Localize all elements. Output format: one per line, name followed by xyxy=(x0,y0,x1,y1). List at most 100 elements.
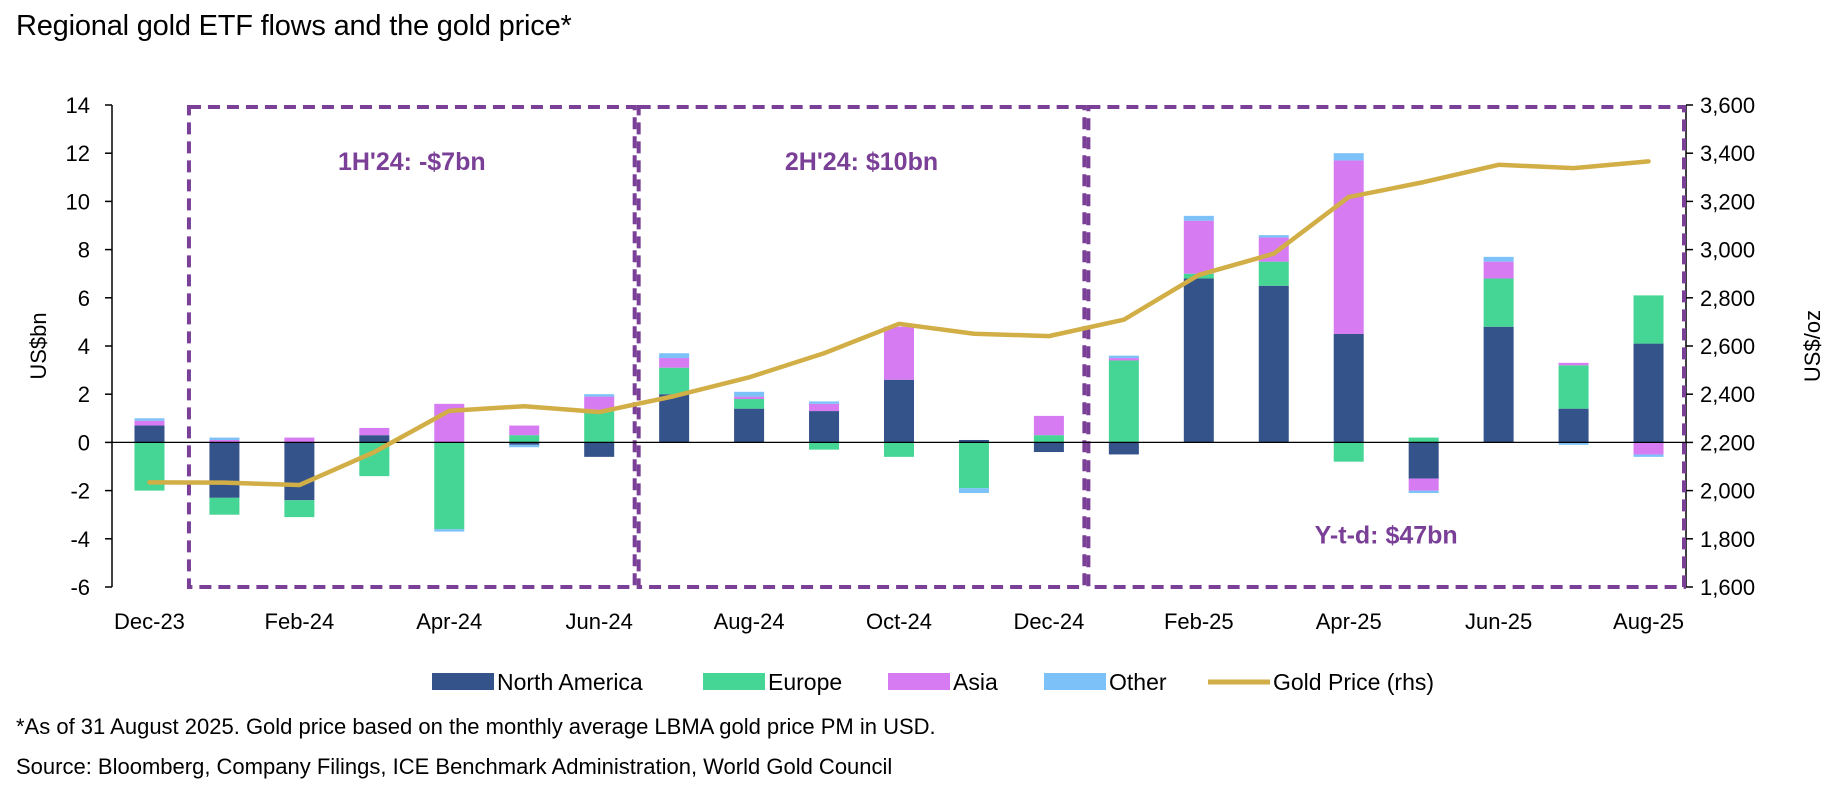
y-tick-label-right: 3,400 xyxy=(1700,141,1755,166)
other-bar xyxy=(1558,442,1589,445)
x-tick-label: Jun-24 xyxy=(566,609,633,634)
legend-gold-price-label: Gold Price (rhs) xyxy=(1273,669,1434,695)
other-bar xyxy=(209,437,240,440)
legend-north-america-swatch xyxy=(432,673,494,690)
asia-bar xyxy=(1183,220,1214,274)
other-bar xyxy=(1633,454,1664,457)
y-tick-label-left: 14 xyxy=(66,93,90,118)
y-tick-label-left: 0 xyxy=(78,430,90,455)
other-bar xyxy=(1333,153,1364,161)
y-tick-label-left: 2 xyxy=(78,382,90,407)
x-tick-label: Jun-25 xyxy=(1465,609,1532,634)
asia-bar xyxy=(359,427,390,436)
north-america-bar xyxy=(1033,442,1064,453)
plot-area: -6 -4 -2 0 2 4 6 8 10 12 14 1,600 1,800 2,000 2,200 2,4… xyxy=(66,93,1756,695)
other-bar xyxy=(1108,355,1139,359)
europe-bar xyxy=(1333,442,1364,462)
north-america-bar xyxy=(584,442,615,457)
y-tick-label-left: 12 xyxy=(66,141,90,166)
north-america-bar xyxy=(209,442,240,498)
asia-bar xyxy=(1108,358,1139,361)
asia-bar xyxy=(284,437,315,443)
x-tick-label: Oct-24 xyxy=(866,609,932,634)
y-tick-label-right: 2,000 xyxy=(1700,479,1755,504)
period-box xyxy=(636,105,1087,589)
chart-title: Regional gold ETF flows and the gold pri… xyxy=(16,10,572,42)
north-america-bar xyxy=(1333,333,1364,443)
europe-bar xyxy=(884,442,914,457)
north-america-bar xyxy=(1408,442,1439,479)
x-tick-label: Aug-24 xyxy=(714,609,785,634)
other-bar xyxy=(509,444,540,448)
x-tick-label: Feb-24 xyxy=(265,609,335,634)
europe-bar xyxy=(434,442,465,530)
legend-asia-swatch xyxy=(888,673,950,690)
y-tick-label-left: -2 xyxy=(70,479,90,504)
asia-bar xyxy=(1633,442,1664,455)
north-america-bar xyxy=(809,411,840,443)
asia-bar xyxy=(1408,478,1439,491)
europe-bar xyxy=(1633,295,1664,344)
other-bar xyxy=(134,418,165,421)
other-bar xyxy=(1183,215,1214,221)
footnote: *As of 31 August 2025. Gold price based … xyxy=(16,714,936,739)
period-box xyxy=(186,105,637,589)
asia-bar xyxy=(1558,362,1589,366)
period-label: 1H'24: -$7bn xyxy=(338,148,486,176)
period-label: 2H'24: $10bn xyxy=(785,148,938,176)
north-america-bar xyxy=(509,442,540,445)
north-america-bar xyxy=(1483,326,1514,443)
north-america-bar xyxy=(1558,408,1589,443)
other-bar xyxy=(1408,490,1439,494)
asia-bar xyxy=(134,420,165,426)
y-tick-label-right: 2,200 xyxy=(1700,430,1755,455)
x-tick-label: Apr-24 xyxy=(416,609,482,634)
period-label: Y-t-d: $47bn xyxy=(1315,522,1458,550)
other-bar xyxy=(434,529,465,532)
legend-europe-label: Europe xyxy=(768,669,842,695)
europe-bar xyxy=(1258,261,1289,286)
europe-bar xyxy=(1108,360,1139,443)
x-tick-label: Dec-23 xyxy=(114,609,185,634)
north-america-bar xyxy=(659,394,690,443)
north-america-bar xyxy=(1258,285,1289,443)
asia-bar xyxy=(734,396,765,400)
legend-north-america-label: North America xyxy=(497,669,643,695)
y-axis-label-right: US$/oz xyxy=(1800,310,1825,382)
gold-price-line xyxy=(147,159,1651,488)
y-tick-label-left: 4 xyxy=(78,334,90,359)
other-bar xyxy=(734,391,765,397)
x-tick-label: Dec-24 xyxy=(1013,609,1084,634)
europe-bar xyxy=(284,500,315,518)
y-tick-label-left: 6 xyxy=(78,286,90,311)
y-tick-label-left: 8 xyxy=(78,238,90,263)
other-bar xyxy=(659,353,690,359)
asia-bar xyxy=(1333,160,1364,334)
asia-bar xyxy=(209,439,240,443)
europe-bar xyxy=(1033,435,1064,443)
legend-other-label: Other xyxy=(1109,669,1167,695)
y-tick-label-right: 3,600 xyxy=(1700,93,1755,118)
y-tick-label-right: 1,800 xyxy=(1700,527,1755,552)
asia-bar xyxy=(884,326,914,380)
y-tick-label-right: 2,600 xyxy=(1700,334,1755,359)
europe-bar xyxy=(1483,278,1514,327)
europe-bar xyxy=(659,367,690,395)
other-bar xyxy=(958,488,989,494)
north-america-bar xyxy=(284,442,315,501)
north-america-bar xyxy=(1633,343,1664,443)
north-america-bar xyxy=(1108,442,1139,455)
north-america-bar xyxy=(134,425,165,443)
other-bar xyxy=(1258,235,1289,238)
y-tick-label-right: 2,800 xyxy=(1700,286,1755,311)
y-tick-label-right: 2,400 xyxy=(1700,382,1755,407)
europe-bar xyxy=(1558,365,1589,409)
y-tick-label-left: -6 xyxy=(70,575,90,600)
period-box xyxy=(1086,105,1686,589)
x-tick-label: Apr-25 xyxy=(1316,609,1382,634)
y-axis-label-left: US$bn xyxy=(26,312,51,379)
europe-bar xyxy=(1408,437,1439,443)
x-tick-label: Aug-25 xyxy=(1613,609,1684,634)
north-america-bar xyxy=(359,435,390,443)
